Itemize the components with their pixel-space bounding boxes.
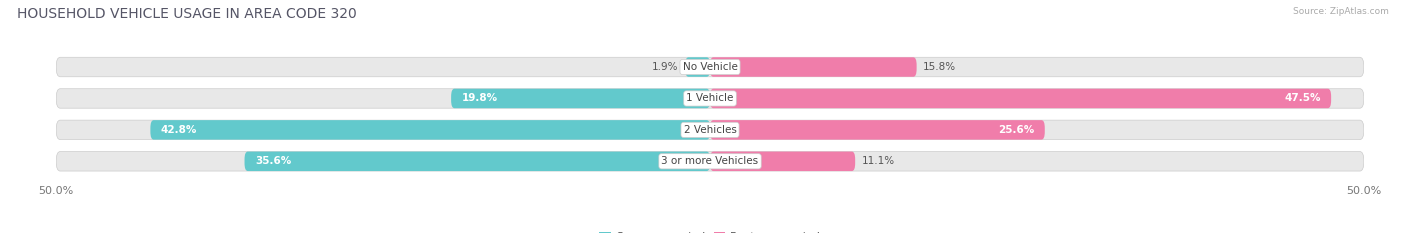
Text: 3 or more Vehicles: 3 or more Vehicles: [661, 156, 759, 166]
FancyBboxPatch shape: [245, 152, 710, 171]
Text: HOUSEHOLD VEHICLE USAGE IN AREA CODE 320: HOUSEHOLD VEHICLE USAGE IN AREA CODE 320: [17, 7, 357, 21]
Text: 2 Vehicles: 2 Vehicles: [683, 125, 737, 135]
Text: Source: ZipAtlas.com: Source: ZipAtlas.com: [1294, 7, 1389, 16]
FancyBboxPatch shape: [56, 89, 1364, 108]
Text: 1.9%: 1.9%: [652, 62, 679, 72]
Legend: Owner-occupied, Renter-occupied: Owner-occupied, Renter-occupied: [595, 227, 825, 233]
FancyBboxPatch shape: [56, 57, 1364, 77]
Text: 15.8%: 15.8%: [924, 62, 956, 72]
FancyBboxPatch shape: [710, 89, 1331, 108]
FancyBboxPatch shape: [56, 152, 1364, 171]
FancyBboxPatch shape: [56, 120, 1364, 140]
FancyBboxPatch shape: [685, 57, 710, 77]
Text: 42.8%: 42.8%: [160, 125, 197, 135]
Text: 35.6%: 35.6%: [254, 156, 291, 166]
FancyBboxPatch shape: [451, 89, 710, 108]
Text: 25.6%: 25.6%: [998, 125, 1035, 135]
FancyBboxPatch shape: [150, 120, 710, 140]
Text: No Vehicle: No Vehicle: [682, 62, 738, 72]
FancyBboxPatch shape: [710, 120, 1045, 140]
FancyBboxPatch shape: [710, 152, 855, 171]
Text: 47.5%: 47.5%: [1284, 93, 1320, 103]
Text: 11.1%: 11.1%: [862, 156, 894, 166]
Text: 19.8%: 19.8%: [461, 93, 498, 103]
Text: 1 Vehicle: 1 Vehicle: [686, 93, 734, 103]
FancyBboxPatch shape: [710, 57, 917, 77]
